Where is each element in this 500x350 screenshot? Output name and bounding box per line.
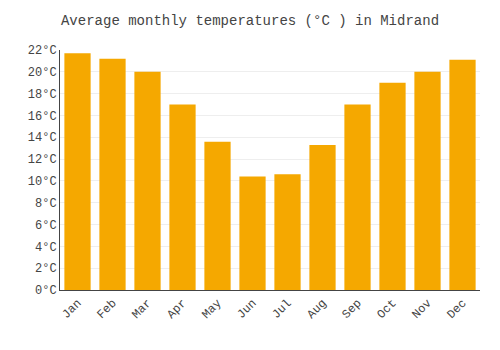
svg-text:Oct: Oct (374, 297, 399, 322)
svg-text:4°C: 4°C (35, 241, 57, 255)
svg-text:6°C: 6°C (35, 219, 57, 233)
svg-text:8°C: 8°C (35, 197, 57, 211)
svg-text:10°C: 10°C (28, 175, 57, 189)
svg-text:Average monthly temperatures (: Average monthly temperatures (°C ) in Mi… (61, 13, 439, 29)
svg-text:Sep: Sep (339, 297, 364, 322)
svg-text:Dec: Dec (444, 297, 469, 322)
svg-text:22°C: 22°C (28, 44, 57, 58)
svg-text:Jan: Jan (59, 297, 84, 322)
svg-text:12°C: 12°C (28, 153, 57, 167)
svg-text:14°C: 14°C (28, 131, 57, 145)
svg-text:2°C: 2°C (35, 262, 57, 276)
svg-text:20°C: 20°C (28, 66, 57, 80)
svg-text:0°C: 0°C (35, 284, 57, 298)
svg-text:Aug: Aug (304, 297, 329, 322)
svg-text:Nov: Nov (409, 297, 434, 322)
svg-text:Jun: Jun (234, 297, 259, 322)
svg-text:May: May (199, 297, 224, 322)
svg-text:18°C: 18°C (28, 88, 57, 102)
svg-text:Jul: Jul (269, 297, 294, 322)
svg-text:16°C: 16°C (28, 110, 57, 124)
svg-text:Feb: Feb (94, 297, 119, 322)
svg-text:Mar: Mar (129, 297, 154, 322)
svg-text:Apr: Apr (164, 297, 189, 322)
